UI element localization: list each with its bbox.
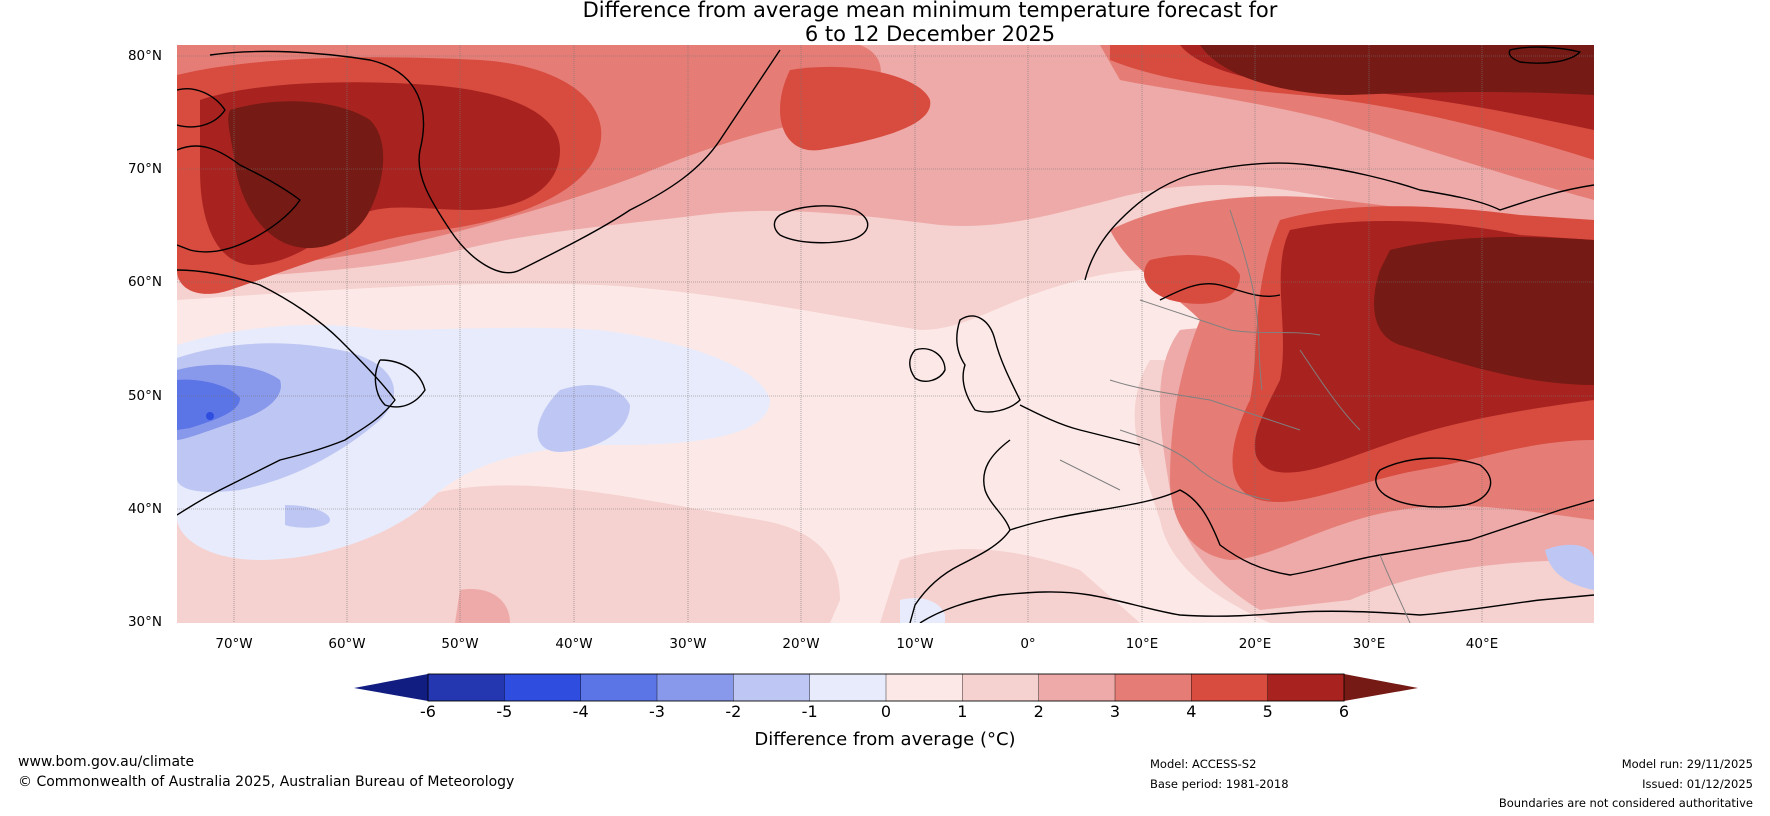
title-line-1: Difference from average mean minimum tem… [582,0,1278,22]
colorbar-tick-label: 6 [1338,702,1350,721]
colorbar-tick-label: -6 [420,702,436,721]
colorbar-segment [1191,673,1269,702]
footer-website[interactable]: www.bom.gov.au/climate [18,754,195,770]
lon-label-50w: 50°W [441,636,479,652]
colorbar-segment [885,673,964,702]
colorbar-segment [733,673,811,702]
colorbar-segment [504,673,582,702]
footer-base-period: Base period: 1981-2018 [1150,777,1289,791]
colorbar-segment [427,673,506,702]
footer-disclaimer: Boundaries are not considered authoritat… [1498,796,1753,810]
colorbar-tick-label: -2 [725,702,742,721]
lon-label-60w: 60°W [328,636,366,652]
lon-label-10e: 10°E [1125,636,1159,652]
colorbar-label: Difference from average (°C) [754,729,1016,750]
colorbar-segment [809,673,887,702]
lon-label-70w: 70°W [215,636,253,652]
colorbar [354,673,1418,702]
colorbar-min-triangle [354,674,428,701]
footer-copyright: © Commonwealth of Australia 2025, Austra… [18,774,515,790]
footer-model: Model: ACCESS-S2 [1150,757,1257,771]
footer-model-run: Model run: 29/11/2025 [1621,757,1753,771]
colorbar-max-triangle [1344,674,1418,701]
colorbar-tick-label: 0 [880,702,892,721]
colorbar-segment [656,673,735,702]
lon-label-30e: 30°E [1352,636,1386,652]
lat-label-60n: 60°N [127,274,162,290]
colorbar-tick-label: 3 [1109,702,1121,721]
colorbar-tick-label: 2 [1033,702,1044,721]
lat-label-50n: 50°N [127,388,162,404]
colorbar-segment [1267,673,1345,702]
title-line-2: 6 to 12 December 2025 [804,22,1056,46]
colorbar-segment [962,673,1040,702]
lat-label-70n: 70°N [127,161,162,177]
colorbar-segment [580,673,658,702]
lat-label-80n: 80°N [127,48,162,64]
lon-label-0: 0° [1020,636,1036,652]
lon-label-40e: 40°E [1465,636,1499,652]
colorbar-segment [1038,673,1116,702]
colorbar-tick-label: 1 [957,702,968,721]
colorbar-tick-label: 5 [1262,702,1273,721]
lon-label-20e: 20°E [1238,636,1272,652]
lon-label-20w: 20°W [782,636,820,652]
colorbar-segment [1114,673,1193,702]
colorbar-tick-label: -4 [572,702,589,721]
colorbar-tick-label: -5 [496,702,513,721]
map-title: Difference from average mean minimum tem… [0,0,1770,46]
footer-issued: Issued: 01/12/2025 [1642,777,1753,791]
colorbar-tick-label: 4 [1186,702,1197,721]
lon-label-10w: 10°W [896,636,934,652]
coastlines [177,46,1594,623]
colorbar-tick-label: -1 [801,702,818,721]
anomaly-field [177,45,1594,623]
lon-label-40w: 40°W [555,636,593,652]
colorbar-tick-label: -3 [649,702,665,721]
lat-label-30n: 30°N [127,614,162,630]
lon-label-30w: 30°W [669,636,707,652]
lat-label-40n: 40°N [127,501,162,517]
